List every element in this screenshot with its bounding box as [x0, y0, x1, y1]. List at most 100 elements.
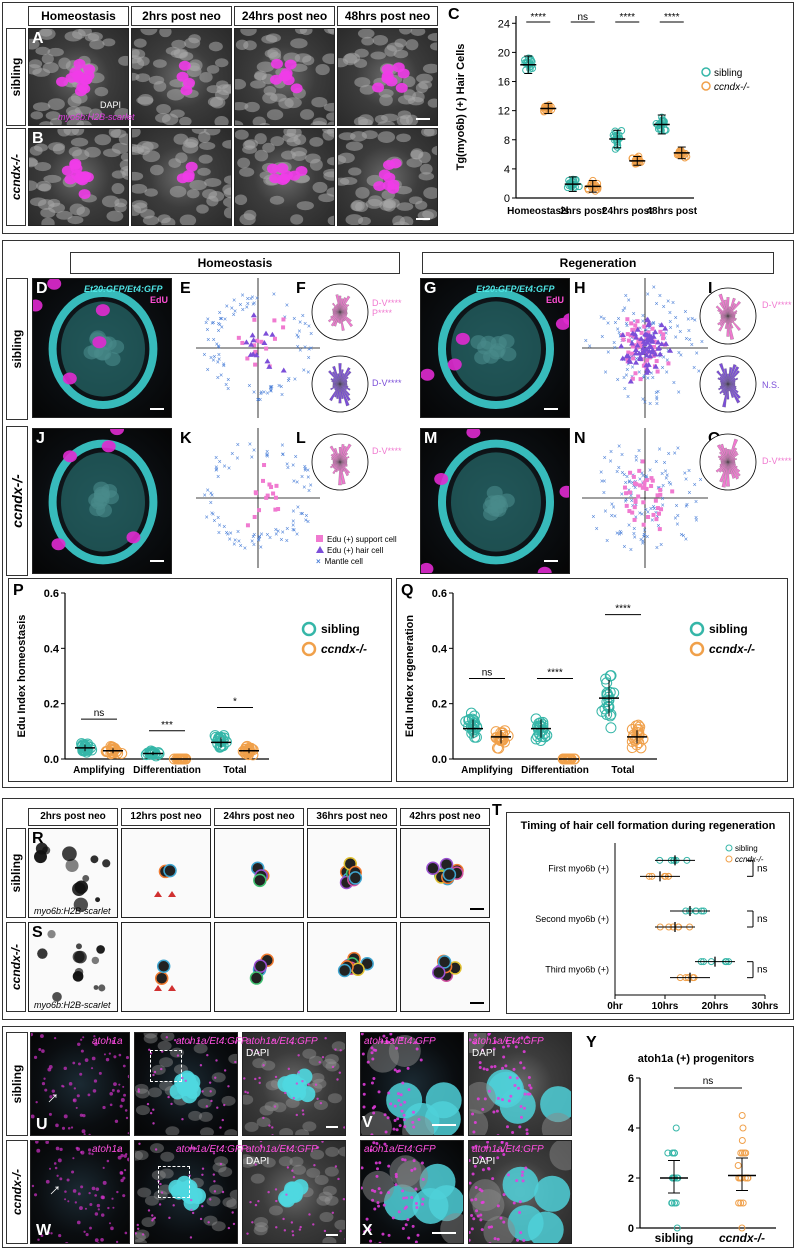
- support-cell-mark: [639, 330, 644, 335]
- support-cell-mark: [633, 498, 638, 503]
- chart-title: atoh1a (+) progenitors: [638, 1053, 754, 1065]
- punctum: [243, 1077, 246, 1080]
- punctum: [292, 1175, 296, 1179]
- rose-petal: [719, 315, 729, 326]
- punctum: [490, 1225, 494, 1229]
- mantle-cell-mark: ×: [634, 454, 638, 461]
- mantle-cell-mark: ×: [659, 332, 663, 339]
- data-point: [672, 1124, 680, 1132]
- micrograph-b1: [28, 128, 129, 226]
- punctum: [470, 1214, 474, 1218]
- nucleus: [372, 34, 389, 46]
- nucleus: [235, 101, 249, 111]
- rose-i-label-1: D-V****: [762, 300, 792, 310]
- scale-bar: [416, 218, 430, 220]
- punctum: [512, 1201, 516, 1205]
- x-tick-label: 20hrs: [702, 1001, 729, 1012]
- nucleus: [299, 109, 315, 120]
- punctum: [91, 1056, 96, 1061]
- scale-bar: [326, 1126, 338, 1128]
- zoom-merge: [361, 1033, 462, 1135]
- hair-cell-nucleus: [253, 959, 268, 973]
- nucleus: [198, 1111, 213, 1122]
- gfp-cell: [180, 1072, 197, 1089]
- support-cell-mark: [666, 361, 671, 366]
- punctum: [410, 1168, 414, 1172]
- nucleus: [235, 78, 247, 90]
- punctum: [284, 1091, 287, 1095]
- micrograph-v2: [468, 1032, 572, 1136]
- nucleus: [89, 39, 105, 50]
- rose-petal: [339, 311, 345, 331]
- mantle-cell-mark: ×: [637, 369, 641, 376]
- mantle-cell-mark: ×: [642, 375, 646, 382]
- gfp-tag: Et20:GFP/Et4:GFP: [84, 284, 163, 294]
- mantle-cell-mark: ×: [615, 469, 619, 476]
- support-cell-mark: [257, 508, 262, 513]
- dapi-tag: DAPI: [246, 1156, 270, 1167]
- mantle-cell-mark: ×: [292, 478, 296, 485]
- rose-petal: [727, 297, 736, 317]
- punctum: [471, 1146, 475, 1150]
- mantle-cell-mark: ×: [226, 377, 230, 384]
- support-cell-mark: [630, 351, 635, 356]
- support-cell-mark: [252, 317, 257, 322]
- support-cell-mark: [253, 349, 258, 354]
- hair-cell: [182, 170, 195, 181]
- punctum: [474, 1144, 478, 1148]
- x-tick-label: 30hrs: [752, 1001, 779, 1012]
- punctum: [71, 1170, 75, 1174]
- mantle-cell-mark: ×: [675, 521, 679, 528]
- punctum: [321, 1055, 325, 1059]
- punctum: [520, 1173, 524, 1177]
- punctum: [107, 1206, 110, 1210]
- support-cell-mark: [626, 350, 631, 355]
- punctum: [515, 1179, 519, 1183]
- y-axis-label: Tg(myo6b) (+) Hair Cells: [455, 44, 467, 171]
- nucleus: [431, 145, 437, 156]
- punctum: [89, 1226, 92, 1230]
- punctum: [98, 1071, 102, 1075]
- mantle-cell-mark: ×: [218, 316, 222, 323]
- punctum: [490, 1065, 494, 1069]
- nucleus: [254, 1222, 269, 1233]
- nucleus: [132, 129, 141, 138]
- cell: [83, 345, 100, 360]
- punctum: [370, 1188, 374, 1192]
- mantle-cell-mark: ×: [659, 542, 663, 549]
- hair-cell-mark: [623, 353, 630, 359]
- nucleus: [76, 206, 90, 217]
- nucleus: [189, 180, 207, 191]
- mantle-cell-mark: ×: [233, 308, 237, 315]
- rose-petal: [339, 383, 351, 391]
- mantle-cell-mark: ×: [232, 541, 236, 548]
- nucleus: [198, 154, 213, 164]
- debris: [42, 846, 51, 855]
- support-cell-mark: [638, 377, 643, 382]
- mantle-cell-mark: ×: [676, 324, 680, 331]
- rose-petal: [717, 377, 729, 385]
- edu-nucleus: [537, 566, 552, 573]
- mantle-cell-mark: ×: [679, 532, 683, 539]
- atoh-gfp-tag: atoh1a/Et4:GFP: [176, 1036, 248, 1047]
- punctum: [393, 1068, 397, 1072]
- mantle-cell-mark: ×: [669, 482, 673, 489]
- nucleus: [35, 46, 51, 56]
- hair-cell-mark: [633, 334, 640, 340]
- mantle-cell-mark: ×: [687, 490, 691, 497]
- atoh-tag: atoh1a: [92, 1036, 123, 1047]
- nucleus: [235, 129, 249, 140]
- punctum: [524, 1166, 528, 1170]
- rose-petal: [719, 363, 729, 385]
- mantle-cell-mark: ×: [306, 519, 310, 526]
- mantle-cell-mark: ×: [285, 302, 289, 309]
- punctum: [404, 1223, 408, 1227]
- punctum: [523, 1092, 527, 1096]
- atoh-gfp-tag: atoh1a/Et4:GFP: [472, 1144, 544, 1155]
- mantle-cell-mark: ×: [655, 545, 659, 552]
- punctum: [80, 1151, 83, 1154]
- rose-petal: [727, 315, 736, 317]
- nucleus: [422, 63, 437, 74]
- punctum: [137, 1090, 141, 1093]
- nucleus: [250, 80, 266, 89]
